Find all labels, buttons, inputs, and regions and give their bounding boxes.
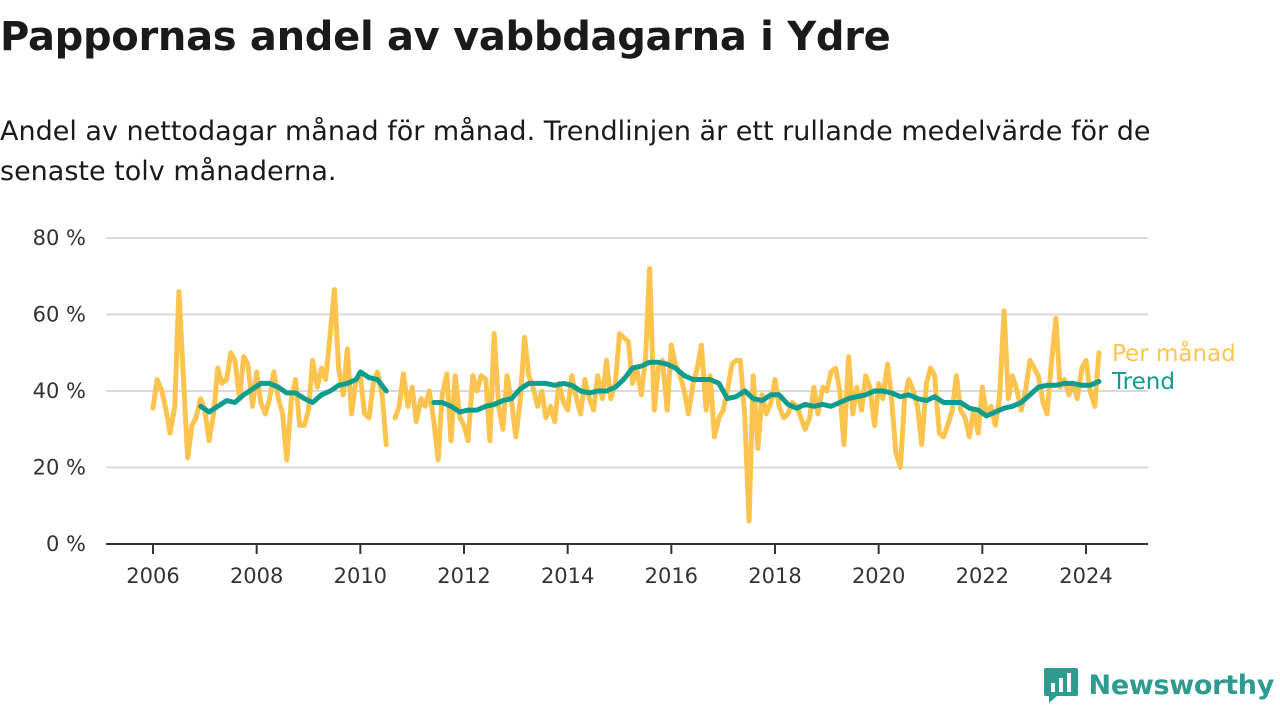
x-tick-label: 2014 xyxy=(541,564,594,588)
y-tick-label: 60 % xyxy=(33,303,86,327)
y-axis-ticks: 0 % 20 % 40 % 60 % 80 % xyxy=(33,226,86,556)
monthly-share-line xyxy=(150,287,389,463)
legend-trend: Trend xyxy=(1111,369,1175,395)
brand-name: Newsworthy xyxy=(1088,669,1275,701)
y-tick-label: 80 % xyxy=(33,226,86,250)
newsworthy-brand[interactable]: Newsworthy xyxy=(1043,666,1274,704)
x-tick-label: 2016 xyxy=(645,564,698,588)
chart-title: Pappornas andel av vabbdagarna i Ydre xyxy=(0,14,891,60)
chart-subtitle: Andel av nettodagar månad för månad. Tre… xyxy=(0,116,1151,187)
x-tick-label: 2006 xyxy=(126,564,179,588)
legend-per-manad: Per månad xyxy=(1112,339,1236,367)
x-tick-label: 2018 xyxy=(748,564,801,588)
trend-line xyxy=(431,359,1102,419)
bar-chart-speech-icon xyxy=(1043,668,1078,703)
y-tick-label: 40 % xyxy=(33,379,86,403)
y-tick-label: 20 % xyxy=(33,456,86,480)
series-lines xyxy=(150,266,1102,524)
monthly-share-line xyxy=(392,266,1102,524)
x-tick-label: 2012 xyxy=(437,564,490,588)
trend-line xyxy=(198,369,389,415)
x-tick-label: 2020 xyxy=(852,564,905,588)
x-tick-label: 2010 xyxy=(334,564,387,588)
x-axis: 2006 2008 2010 2012 2014 2016 2018 2020 2022 2024 xyxy=(106,543,1148,588)
x-tick-label: 2008 xyxy=(230,564,283,588)
x-tick-label: 2022 xyxy=(956,564,1009,588)
x-tick-label: 2024 xyxy=(1059,564,1112,588)
y-tick-label: 0 % xyxy=(46,532,86,556)
